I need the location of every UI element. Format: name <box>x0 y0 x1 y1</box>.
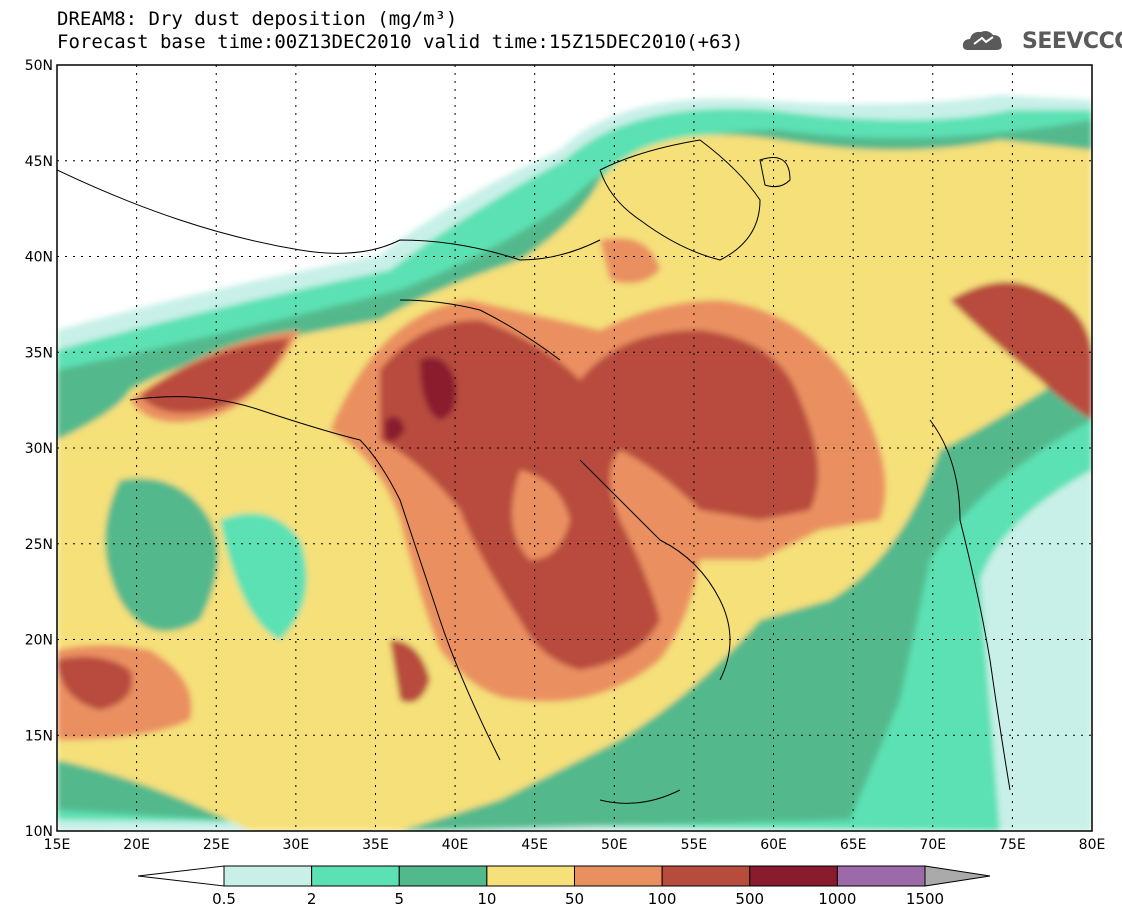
lon-tick-label: 50E <box>601 837 628 853</box>
colorbar-label: 5 <box>394 890 404 908</box>
colorbar-max-triangle <box>924 865 991 887</box>
lon-tick-label: 30E <box>283 837 310 853</box>
lat-tick-label: 20N <box>25 633 53 649</box>
logo-text: SEEVCCC <box>1022 29 1122 54</box>
lon-tick-label: 35E <box>362 837 389 853</box>
lat-tick-label: 40N <box>25 250 53 266</box>
lat-tick-label: 35N <box>25 345 53 361</box>
colorbar-label: 2 <box>307 890 317 908</box>
lon-tick-label: 40E <box>442 837 469 853</box>
lon-tick-label: 65E <box>840 837 867 853</box>
colorbar-label: 500 <box>735 890 764 908</box>
colorbar-box <box>574 865 663 887</box>
map-title: DREAM8: Dry dust deposition (mg/m³) <box>57 8 458 30</box>
lat-tick-label: 15N <box>25 728 53 744</box>
colorbar-label: 100 <box>648 890 677 908</box>
colorbar-box <box>836 865 926 887</box>
lon-tick-label: 20E <box>123 837 150 853</box>
lat-tick-label: 10N <box>25 824 53 840</box>
colorbar-label: 50 <box>565 890 584 908</box>
colorbar-box <box>311 865 400 887</box>
colorbar-label: 0.5 <box>212 890 236 908</box>
lon-tick-label: 55E <box>681 837 708 853</box>
colorbar-box <box>486 865 575 887</box>
colorbar-label: 10 <box>477 890 496 908</box>
colorbar-legend: 0.5 2 5 10 50 100 500 1000 1500 <box>137 865 991 908</box>
coastlines <box>57 139 1011 804</box>
forecast-time-subtitle: Forecast base time:00Z13DEC2010 valid ti… <box>57 31 744 53</box>
lon-tick-label: 80E <box>1079 837 1106 853</box>
lat-tick-label: 45N <box>25 154 53 170</box>
colorbar-label: 1000 <box>818 890 856 908</box>
axis-ticks: 15E 20E 25E 30E 35E 40E 45E 50E 55E 60E 65E 70E 75E 8… <box>25 58 1106 853</box>
dust-field <box>57 95 1092 831</box>
colorbar-box <box>661 865 751 887</box>
map-frame <box>56 64 1093 832</box>
colorbar-box <box>749 865 838 887</box>
lon-tick-label: 60E <box>760 837 787 853</box>
cloud-icon <box>962 31 1002 50</box>
colorbar-label: 1500 <box>906 890 944 908</box>
lon-tick-label: 45E <box>521 837 548 853</box>
colorbar-min-triangle <box>137 865 225 887</box>
colorbar-box <box>398 865 488 887</box>
lon-tick-label: 70E <box>919 837 946 853</box>
lon-tick-label: 15E <box>44 837 71 853</box>
lat-tick-label: 30N <box>25 441 53 457</box>
lon-tick-label: 75E <box>999 837 1026 853</box>
lat-tick-label: 25N <box>25 537 53 553</box>
lat-tick-label: 50N <box>25 58 53 74</box>
colorbar-box <box>223 865 313 887</box>
lon-tick-label: 25E <box>203 837 230 853</box>
